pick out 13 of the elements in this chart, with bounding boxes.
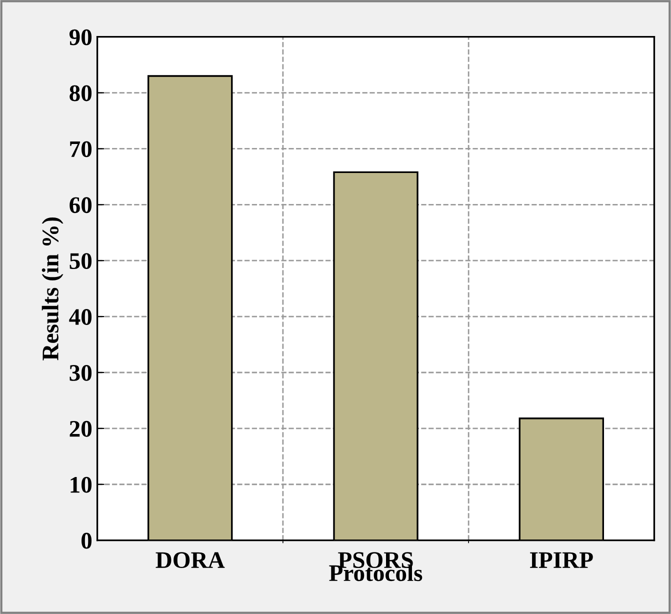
y-tick-label: 50	[70, 253, 92, 270]
y-tick-label: 40	[69, 309, 92, 325]
x-tick-label: DORA	[156, 552, 225, 568]
x-tick-label: IPIRP	[530, 552, 593, 568]
y-tick-label: 30	[70, 364, 92, 381]
y-tick-label: 70	[70, 141, 92, 158]
y-tick-label: 80	[70, 85, 92, 102]
y-axis-title: Results (in %)	[42, 217, 64, 360]
y-tick-label: 10	[70, 476, 92, 493]
y-tick-label: 60	[70, 197, 92, 214]
y-tick-label: 20	[70, 420, 92, 437]
y-tick-label: 0	[82, 532, 92, 549]
y-tick-label: 90	[69, 29, 92, 46]
